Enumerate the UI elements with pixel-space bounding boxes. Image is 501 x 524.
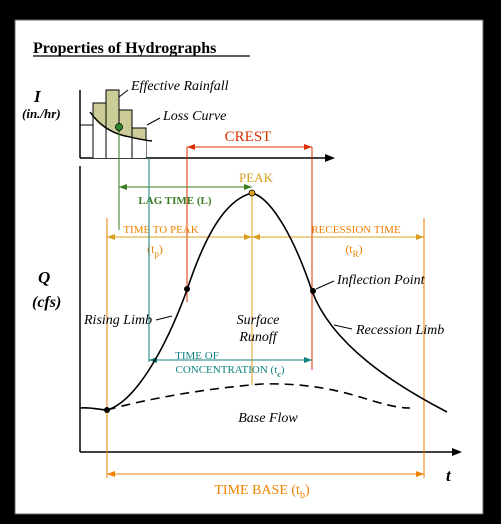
- time-axis-arrow: [452, 448, 462, 456]
- rain-axis-arrow: [325, 154, 335, 162]
- diagram-title: Properties of Hydrographs: [33, 40, 216, 57]
- rising-inflection-point: [184, 286, 190, 292]
- toc-label-line1: TIME OF: [175, 350, 219, 362]
- loss-curve-label: Loss Curve: [162, 109, 226, 124]
- time-to-peak-label: TIME TO PEAK: [123, 224, 198, 236]
- base-flow-line: [106, 383, 411, 411]
- peak-point: [248, 189, 256, 197]
- flow-axis-unit: (cfs): [32, 294, 61, 311]
- crest-label: CREST: [225, 129, 272, 145]
- base-flow-label: Base Flow: [238, 411, 298, 426]
- loss-curve: [89, 111, 153, 142]
- lag-time-label: LAG TIME (L): [138, 195, 211, 207]
- time-base-label: TIME BASE (tb): [214, 483, 310, 501]
- recession-time-label: RECESSION TIME: [311, 224, 401, 236]
- surface-runoff-label-2: Runoff: [238, 330, 278, 345]
- recession-limb-label: Recession Limb: [355, 323, 444, 338]
- effective-rainfall-label: Effective Rainfall: [130, 79, 229, 94]
- loss-curve-leader: [146, 117, 161, 126]
- time-axis-label: t: [446, 466, 452, 485]
- recession-time-symbol: (tR): [345, 242, 362, 259]
- toc-label-line2: CONCENTRATION (tc): [176, 364, 285, 379]
- rising-limb-label: Rising Limb: [83, 313, 152, 328]
- inflection-point: [310, 288, 316, 294]
- effective-rainfall-leader: [118, 89, 129, 98]
- rain-axis-unit: (in./hr): [22, 106, 61, 121]
- time-to-peak-symbol: (tp): [147, 242, 163, 259]
- flow-axis-label: Q: [38, 268, 50, 287]
- rainfall-centroid: [115, 123, 123, 131]
- peak-label: PEAK: [239, 170, 274, 185]
- surface-runoff-label-1: Surface: [237, 313, 280, 328]
- rising-limb-leader: [155, 315, 173, 321]
- inflection-point-label: Inflection Point: [336, 273, 426, 288]
- hydrograph-start-point: [104, 407, 110, 413]
- diagram-panel: [14, 19, 484, 515]
- inflection-point-leader: [315, 280, 335, 290]
- rain-axis-label: I: [33, 87, 42, 106]
- recession-limb-leader: [333, 324, 353, 330]
